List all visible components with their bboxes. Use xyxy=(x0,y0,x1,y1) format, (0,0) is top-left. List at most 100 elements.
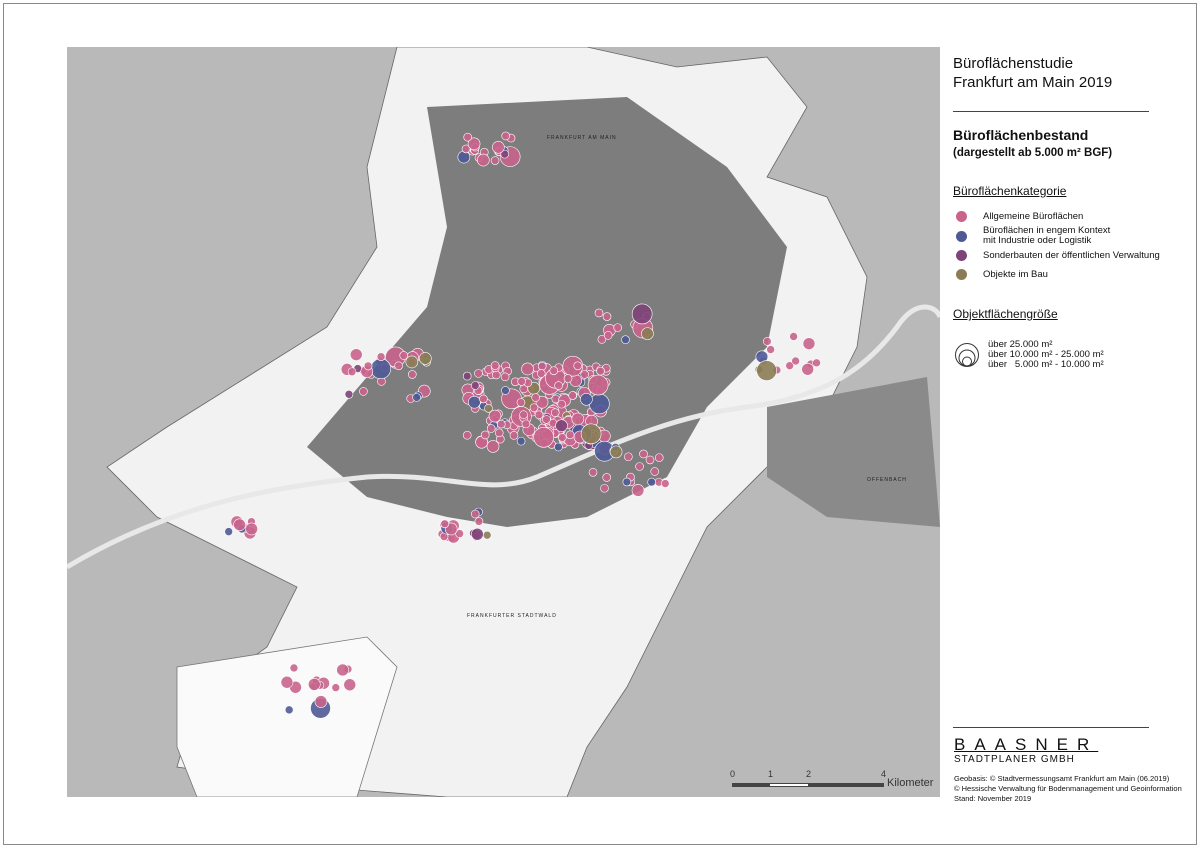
office-marker[interactable] xyxy=(789,332,798,341)
office-marker[interactable] xyxy=(412,393,421,402)
office-marker[interactable] xyxy=(307,678,321,691)
office-marker[interactable] xyxy=(660,479,670,488)
office-marker[interactable] xyxy=(370,358,392,380)
office-marker[interactable] xyxy=(563,374,573,383)
office-marker[interactable] xyxy=(490,361,500,370)
office-marker[interactable] xyxy=(550,408,560,417)
office-marker[interactable] xyxy=(756,360,777,381)
office-marker[interactable] xyxy=(580,370,589,379)
office-marker[interactable] xyxy=(492,140,505,154)
office-marker[interactable] xyxy=(500,372,510,382)
office-marker[interactable] xyxy=(519,410,528,420)
office-marker[interactable] xyxy=(602,312,612,321)
office-marker[interactable] xyxy=(474,517,484,526)
office-marker[interactable] xyxy=(600,483,609,493)
office-marker[interactable] xyxy=(343,678,357,692)
office-marker[interactable] xyxy=(571,412,585,426)
office-marker[interactable] xyxy=(597,335,607,344)
office-marker[interactable] xyxy=(650,467,660,476)
office-marker[interactable] xyxy=(462,430,472,440)
office-marker[interactable] xyxy=(480,430,490,440)
office-marker[interactable] xyxy=(554,442,563,452)
office-marker[interactable] xyxy=(314,695,328,708)
office-marker[interactable] xyxy=(536,369,546,378)
office-marker[interactable] xyxy=(490,156,500,165)
office-marker[interactable] xyxy=(537,361,547,371)
office-marker[interactable] xyxy=(558,433,567,442)
office-marker[interactable] xyxy=(482,530,492,540)
office-marker[interactable] xyxy=(542,415,551,424)
office-marker[interactable] xyxy=(501,386,510,395)
office-marker[interactable] xyxy=(647,477,656,487)
office-marker[interactable] xyxy=(470,509,480,519)
office-marker[interactable] xyxy=(467,137,481,151)
office-marker[interactable] xyxy=(609,445,623,459)
office-marker[interactable] xyxy=(440,519,450,529)
office-marker[interactable] xyxy=(280,675,294,689)
office-marker[interactable] xyxy=(531,393,540,402)
office-marker[interactable] xyxy=(289,663,299,673)
map[interactable]: FRANKFURTER STADTWALD OFFENBACH FRANKFUR… xyxy=(67,47,940,797)
office-marker[interactable] xyxy=(408,370,417,379)
office-marker[interactable] xyxy=(479,394,488,404)
office-marker[interactable] xyxy=(624,452,633,462)
office-marker[interactable] xyxy=(462,371,472,381)
office-marker[interactable] xyxy=(399,351,409,360)
office-marker[interactable] xyxy=(635,462,644,471)
office-marker[interactable] xyxy=(394,361,403,371)
office-marker[interactable] xyxy=(455,529,464,538)
office-marker[interactable] xyxy=(461,144,471,154)
office-marker[interactable] xyxy=(359,387,368,396)
office-marker[interactable] xyxy=(589,393,610,415)
office-marker[interactable] xyxy=(245,522,258,536)
office-marker[interactable] xyxy=(587,374,609,396)
office-marker[interactable] xyxy=(500,149,510,159)
office-marker[interactable] xyxy=(488,409,502,423)
office-marker[interactable] xyxy=(476,153,490,167)
office-marker[interactable] xyxy=(376,352,386,361)
office-marker[interactable] xyxy=(812,358,821,368)
office-marker[interactable] xyxy=(554,381,563,390)
office-marker[interactable] xyxy=(603,331,613,340)
office-marker[interactable] xyxy=(501,131,511,141)
office-marker[interactable] xyxy=(496,419,506,429)
office-marker[interactable] xyxy=(763,337,772,346)
office-marker[interactable] xyxy=(766,345,775,354)
office-marker[interactable] xyxy=(471,527,484,541)
office-marker[interactable] xyxy=(224,527,233,536)
office-marker[interactable] xyxy=(588,467,598,477)
office-marker[interactable] xyxy=(529,403,539,412)
office-marker[interactable] xyxy=(521,419,531,429)
office-marker[interactable] xyxy=(580,392,593,406)
office-marker[interactable] xyxy=(654,453,664,462)
office-marker[interactable] xyxy=(516,398,526,407)
office-marker[interactable] xyxy=(785,361,794,370)
office-marker[interactable] xyxy=(580,423,602,445)
office-marker[interactable] xyxy=(602,473,612,482)
office-marker[interactable] xyxy=(568,391,577,400)
office-marker[interactable] xyxy=(521,362,534,376)
office-marker[interactable] xyxy=(517,377,526,386)
office-marker[interactable] xyxy=(549,366,559,375)
office-marker[interactable] xyxy=(494,428,504,438)
office-marker[interactable] xyxy=(639,449,648,459)
office-marker[interactable] xyxy=(470,381,480,390)
office-marker[interactable] xyxy=(233,518,246,532)
office-marker[interactable] xyxy=(594,308,604,318)
office-marker[interactable] xyxy=(336,663,349,677)
office-marker[interactable] xyxy=(468,395,481,409)
office-marker[interactable] xyxy=(363,361,373,371)
office-marker[interactable] xyxy=(801,362,814,376)
office-marker[interactable] xyxy=(491,370,501,380)
office-marker[interactable] xyxy=(474,369,483,378)
office-marker[interactable] xyxy=(486,424,496,433)
office-marker[interactable] xyxy=(419,352,432,365)
office-marker[interactable] xyxy=(622,477,632,487)
office-marker[interactable] xyxy=(405,355,419,369)
office-marker[interactable] xyxy=(533,426,554,448)
office-marker[interactable] xyxy=(557,399,566,409)
office-marker[interactable] xyxy=(631,303,653,325)
office-marker[interactable] xyxy=(613,323,622,332)
office-marker[interactable] xyxy=(621,335,630,345)
office-marker[interactable] xyxy=(802,337,816,350)
